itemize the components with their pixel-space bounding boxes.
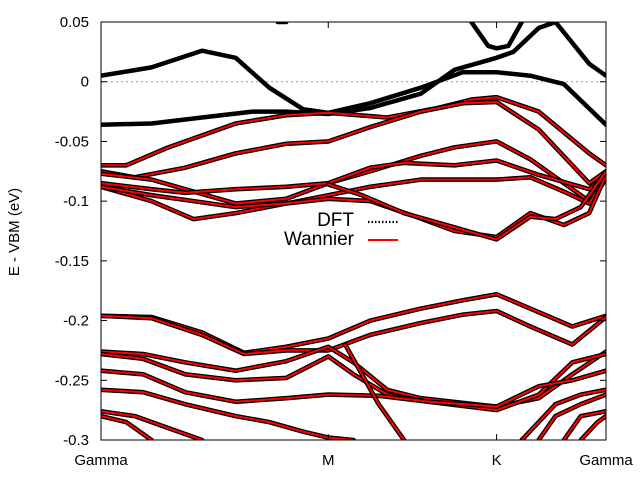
legend-label-wannier: Wannier	[284, 229, 355, 250]
wannier-band-19	[579, 415, 606, 440]
y-tick-label: 0.05	[60, 14, 89, 31]
wannier-band-1	[101, 101, 606, 185]
wannier-band-8	[101, 310, 606, 355]
wannier-band-11	[101, 369, 606, 408]
wannier-band-13	[101, 410, 203, 440]
dft-band-1	[101, 22, 606, 127]
wannier-band-10	[101, 353, 606, 412]
plot-frame	[100, 21, 607, 441]
y-tick-label: -0.3	[63, 432, 89, 449]
series-layer	[101, 22, 606, 440]
y-tick-label: -0.05	[55, 133, 89, 150]
plot-border	[100, 21, 607, 441]
wannier-band-15	[344, 343, 405, 440]
x-tick-label: Gamma	[74, 452, 128, 469]
x-tick-label: M	[322, 452, 335, 469]
y-tick-label: -0.1	[63, 193, 89, 210]
dft-band-3	[469, 22, 525, 51]
wannier-band-17	[537, 393, 606, 440]
legend: DFT Wannier	[284, 210, 398, 250]
wannier-band-16	[520, 388, 606, 440]
wannier-band-14	[101, 415, 153, 440]
series-dft	[101, 22, 606, 127]
x-tick-label: Gamma	[579, 452, 633, 469]
x-tick-label: K	[492, 452, 502, 469]
wannier-band-6	[327, 170, 606, 241]
x-ticks: Gamma M K Gamma	[74, 22, 633, 469]
wannier-band-12	[101, 388, 355, 440]
y-ticks: 0.05 0 -0.05 -0.1 -0.15 -0.2 -0.25 -0.3	[55, 14, 606, 449]
wannier-band-18	[562, 410, 606, 440]
y-tick-label: -0.15	[55, 253, 89, 270]
wannier-band-4	[101, 176, 606, 221]
y-tick-label: 0	[81, 74, 89, 91]
y-tick-label: -0.25	[55, 372, 89, 389]
y-axis-label: E - VBM (eV)	[6, 188, 23, 276]
dft-band-0	[101, 48, 606, 127]
legend-label-dft: DFT	[317, 210, 354, 231]
wannier-band-0	[101, 96, 606, 167]
series-wannier	[101, 94, 606, 440]
wannier-band-3	[101, 159, 606, 194]
y-tick-label: -0.2	[63, 313, 89, 330]
